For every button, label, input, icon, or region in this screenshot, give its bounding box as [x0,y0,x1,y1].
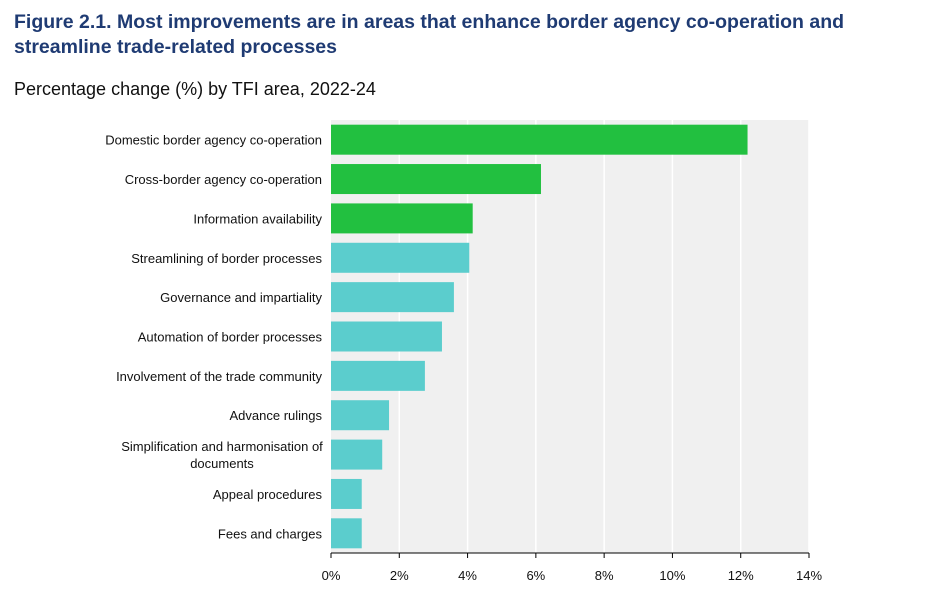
bar [331,518,362,549]
category-label: Fees and charges [218,526,323,541]
category-label: Domestic border agency co-operation [105,133,322,148]
x-tick-label: 4% [458,568,477,583]
category-labels: Domestic border agency co-operation Cross… [105,133,323,542]
bar [331,439,383,470]
category-label: Governance and impartiality [160,290,322,305]
category-label: Simplification and harmonisation of docum… [121,439,323,471]
x-axis: 0% 2% 4% 6% 8% 10% 12% 14% [322,552,822,583]
category-label: Involvement of the trade community [116,369,322,384]
category-label: Appeal procedures [213,487,323,502]
bars [331,124,748,549]
bar [331,242,470,273]
bar [331,400,390,431]
category-label-line: Simplification and harmonisation of [121,439,323,454]
chart-title: Figure 2.1. Most improvements are in are… [14,11,845,58]
category-label: Streamlining of border processes [131,251,322,266]
x-tick-label: 2% [390,568,409,583]
bar [331,321,442,352]
x-tick-label: 8% [595,568,614,583]
bar [331,124,748,155]
x-tick-label: 6% [526,568,545,583]
category-label: Information availability [193,211,322,226]
bar [331,203,473,234]
x-tick-label: 10% [659,568,685,583]
category-label: Advance rulings [230,408,323,423]
bar [331,360,425,391]
category-label: Automation of border processes [138,330,323,345]
category-label-line: documents [190,456,254,471]
bar [331,478,362,509]
x-tick-label: 0% [322,568,341,583]
x-tick-label: 12% [728,568,754,583]
category-label: Cross-border agency co-operation [125,172,322,187]
x-tick-label: 14% [796,568,822,583]
chart-subtitle: Percentage change (%) by TFI area, 2022-… [14,79,376,99]
bar [331,282,454,313]
bar [331,164,541,195]
